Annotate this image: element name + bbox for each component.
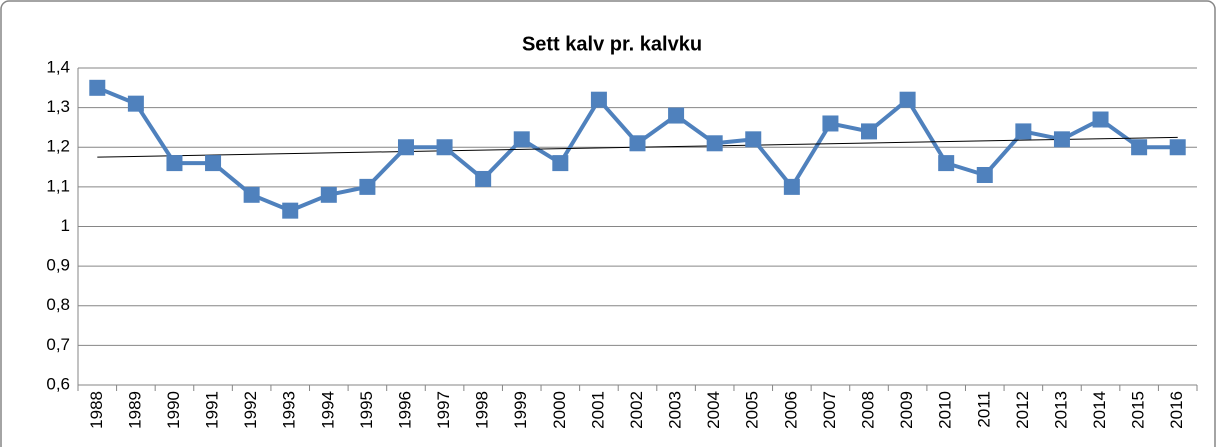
data-point [243, 186, 260, 203]
data-point [1015, 123, 1032, 140]
x-tick-label: 2007 [820, 391, 839, 429]
data-point [976, 166, 993, 183]
data-point [127, 95, 144, 112]
x-tick-label: 2000 [550, 391, 569, 429]
x-tick-label: 2006 [781, 391, 800, 429]
data-point [397, 139, 414, 156]
x-tick-label: 2009 [897, 391, 916, 429]
data-point [938, 155, 955, 172]
data-point [1053, 131, 1070, 148]
x-tick-label: 2014 [1090, 391, 1109, 429]
data-point [513, 131, 530, 148]
x-tick-label: 1999 [511, 391, 530, 429]
x-tick-label: 1991 [203, 391, 222, 429]
x-tick-label: 1988 [87, 391, 106, 429]
data-point [1092, 111, 1109, 128]
x-tick-label: 2016 [1167, 391, 1186, 429]
data-point [282, 202, 299, 219]
data-point [1169, 139, 1186, 156]
data-point [899, 91, 916, 108]
data-point [590, 91, 607, 108]
data-point [359, 178, 376, 195]
y-tick-label: 0,6 [46, 374, 70, 393]
x-tick-label: 1989 [125, 391, 144, 429]
data-point [552, 155, 569, 172]
x-tick-label: 2010 [936, 391, 955, 429]
y-tick-label: 1,3 [46, 97, 70, 116]
x-tick-label: 1992 [241, 391, 260, 429]
y-tick-label: 1,4 [46, 57, 70, 76]
x-tick-label: 1995 [357, 391, 376, 429]
data-point [822, 115, 839, 132]
x-tick-label: 2012 [1013, 391, 1032, 429]
x-tick-label: 2005 [743, 391, 762, 429]
x-tick-label: 2002 [627, 391, 646, 429]
x-tick-label: 2003 [666, 391, 685, 429]
data-point [205, 155, 222, 172]
chart-title: Sett kalv pr. kalvku [522, 33, 702, 55]
y-tick-label: 1,1 [46, 176, 70, 195]
data-point [745, 131, 762, 148]
data-point [436, 139, 453, 156]
data-point [1131, 139, 1148, 156]
y-tick-label: 0,9 [46, 256, 70, 275]
x-tick-label: 1997 [434, 391, 453, 429]
data-point [783, 178, 800, 195]
data-point [861, 123, 878, 140]
x-tick-label: 2013 [1051, 391, 1070, 429]
y-tick-label: 1,2 [46, 137, 70, 156]
data-point [320, 186, 337, 203]
x-tick-label: 1990 [164, 391, 183, 429]
x-tick-label: 1996 [395, 391, 414, 429]
x-tick-label: 2008 [859, 391, 878, 429]
x-tick-label: 1998 [473, 391, 492, 429]
data-point [668, 107, 685, 124]
x-tick-label: 2004 [704, 391, 723, 429]
data-point [706, 135, 723, 152]
y-tick-label: 0,8 [46, 295, 70, 314]
data-point [629, 135, 646, 152]
x-tick-label: 2011 [974, 391, 993, 428]
data-point [89, 79, 106, 96]
x-tick-label: 2015 [1129, 391, 1148, 429]
x-tick-label: 2001 [588, 391, 607, 429]
y-tick-label: 1 [61, 216, 70, 235]
y-tick-label: 0,7 [46, 335, 70, 354]
x-tick-label: 1994 [318, 391, 337, 429]
x-tick-label: 1993 [280, 391, 299, 429]
data-point [166, 155, 183, 172]
data-point [475, 170, 492, 187]
